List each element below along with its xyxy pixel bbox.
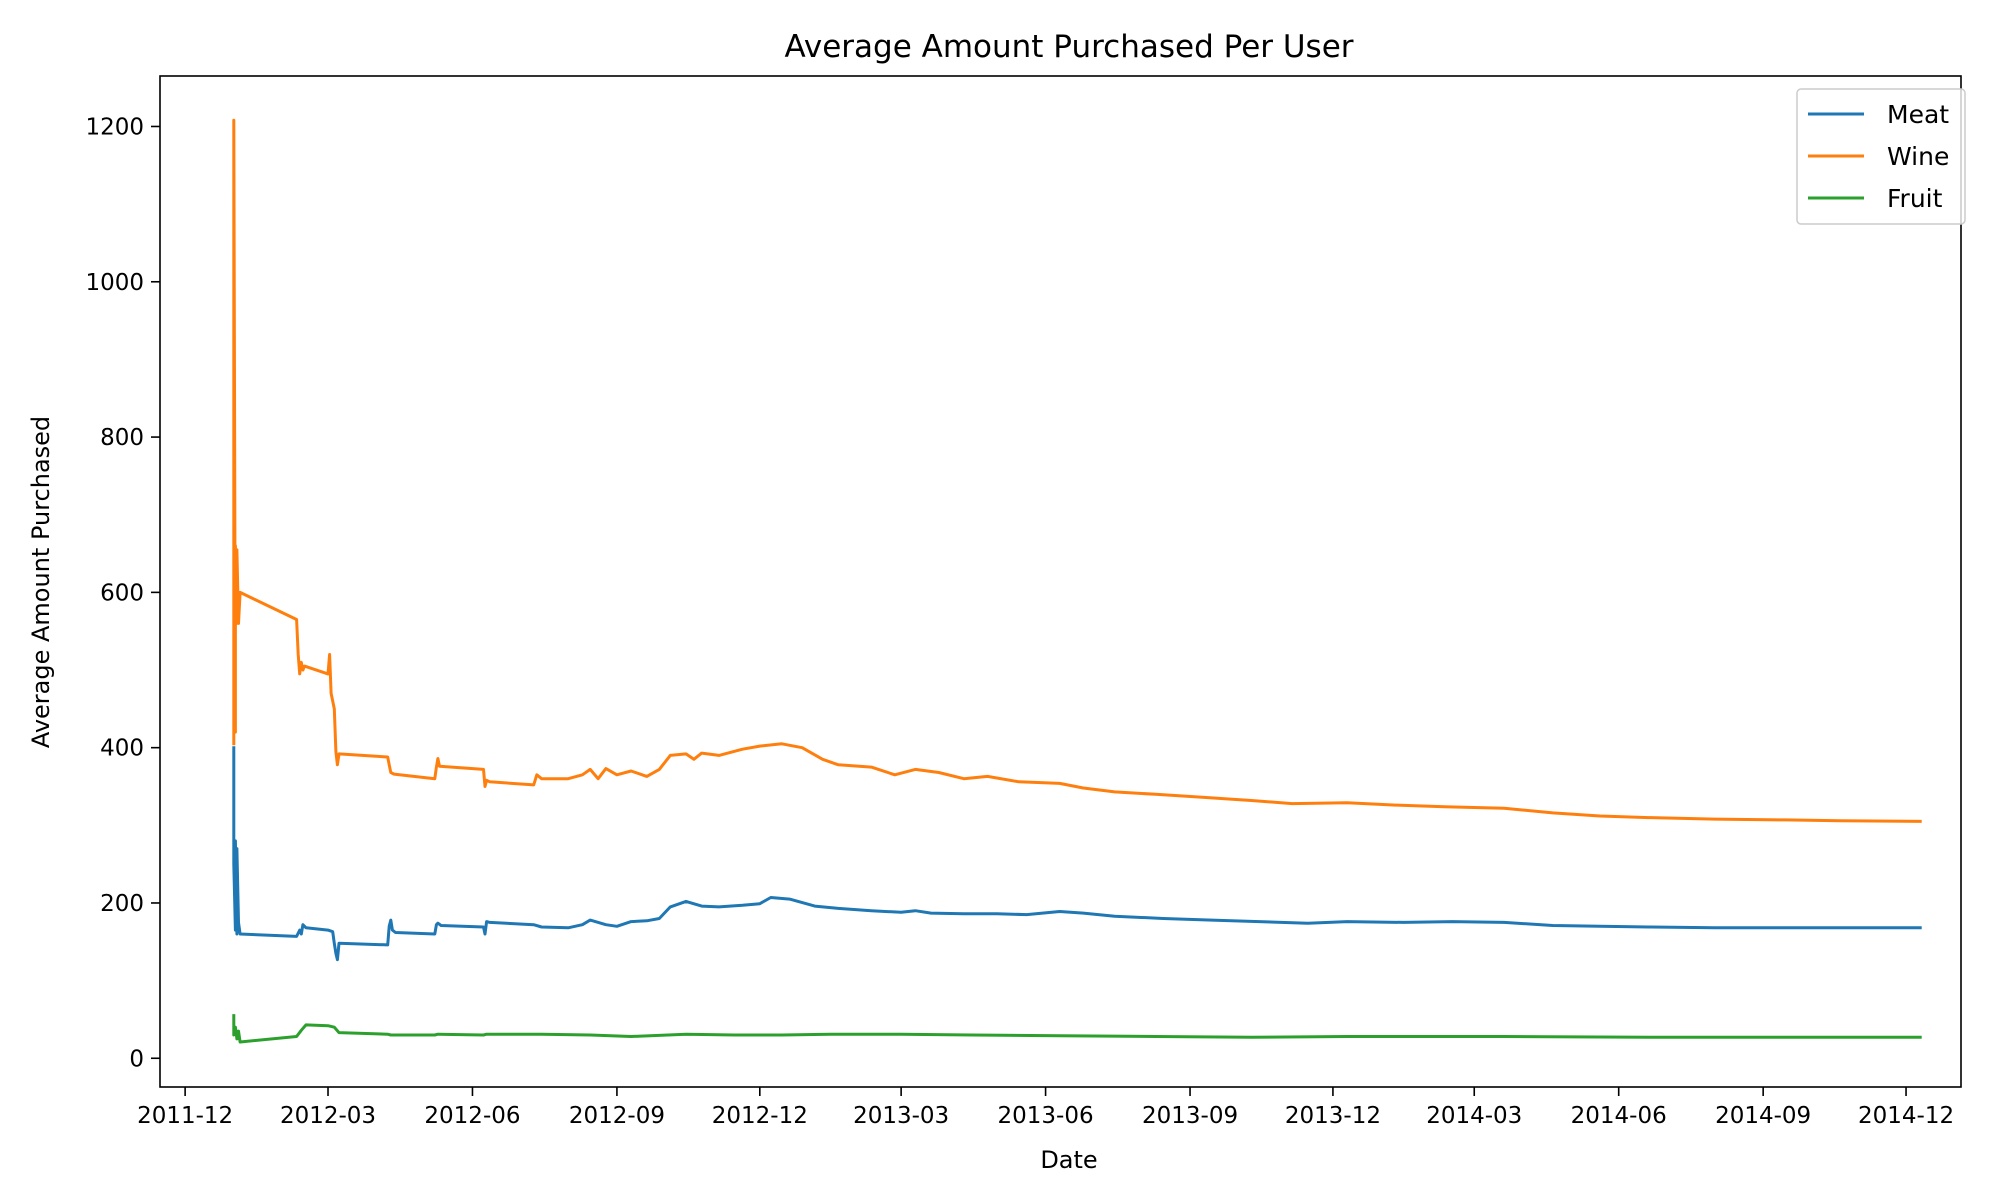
x-tick-label: 2012-12 — [712, 1103, 808, 1129]
y-tick-label: 400 — [100, 736, 144, 762]
series-line-wine — [232, 118, 1922, 823]
x-tick-label: 2014-06 — [1571, 1103, 1667, 1129]
y-tick-label: 200 — [100, 891, 144, 917]
legend-box — [1796, 88, 1966, 225]
y-axis: 0 200 400 600 800 1000 1200 — [85, 114, 160, 1072]
y-tick-label: 800 — [100, 425, 144, 451]
x-tick-label: 2014-03 — [1426, 1103, 1522, 1129]
x-tick-label: 2013-06 — [998, 1103, 1094, 1129]
x-tick-label: 2013-09 — [1142, 1103, 1238, 1129]
legend: Meat Wine Fruit — [1796, 88, 1966, 225]
x-tick-label: 2013-03 — [853, 1103, 949, 1129]
x-tick-label: 2012-09 — [569, 1103, 665, 1129]
legend-label-wine: Wine — [1887, 142, 1949, 171]
y-tick-label: 1200 — [85, 114, 144, 140]
chart-title: Average Amount Purchased Per User — [784, 29, 1353, 65]
x-axis-title: Date — [1040, 1146, 1097, 1174]
x-tick-label: 2014-09 — [1715, 1103, 1811, 1129]
x-axis: 2011-12 2012-03 2012-06 2012-09 2012-12 2013-… — [137, 1087, 1954, 1129]
x-tick-label: 2013-12 — [1285, 1103, 1381, 1129]
y-tick-label: 600 — [100, 580, 144, 606]
plot-frame — [159, 75, 1962, 1088]
y-axis-title: Average Amount Purchased — [27, 416, 55, 748]
y-tick-label: 0 — [129, 1046, 144, 1072]
series-line-fruit — [232, 1014, 1922, 1044]
legend-label-meat: Meat — [1887, 100, 1949, 129]
x-tick-label: 2014-12 — [1858, 1103, 1954, 1129]
x-tick-label: 2012-06 — [424, 1103, 520, 1129]
x-tick-label: 2012-03 — [280, 1103, 376, 1129]
series-layer — [232, 118, 1922, 1044]
series-line-meat — [232, 746, 1922, 962]
x-tick-label: 2011-12 — [137, 1103, 233, 1129]
y-tick-label: 1000 — [85, 270, 144, 296]
legend-label-fruit: Fruit — [1887, 184, 1943, 213]
